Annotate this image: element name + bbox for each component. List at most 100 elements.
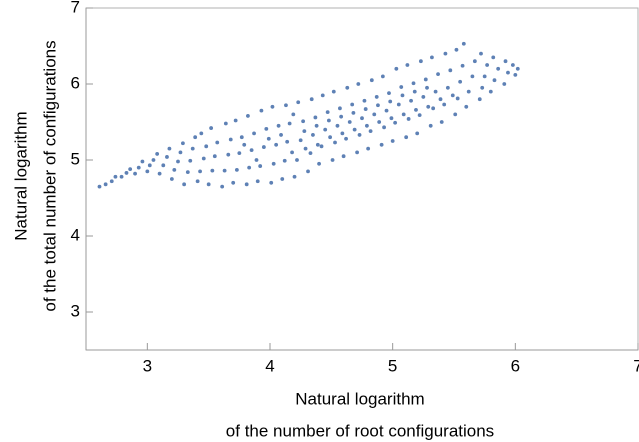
- point: [502, 82, 507, 86]
- point: [276, 123, 281, 128]
- point: [242, 142, 247, 147]
- point: [338, 106, 342, 111]
- point: [301, 119, 306, 124]
- point: [157, 171, 162, 176]
- point: [266, 136, 271, 141]
- point: [320, 93, 325, 98]
- point: [172, 167, 177, 172]
- point: [472, 59, 477, 64]
- point: [296, 100, 301, 105]
- point: [418, 59, 423, 64]
- point: [374, 95, 379, 99]
- point: [264, 126, 269, 131]
- point: [109, 179, 114, 184]
- point: [161, 163, 166, 168]
- point: [400, 93, 405, 98]
- point: [372, 112, 377, 117]
- point: [133, 171, 137, 176]
- point: [212, 154, 217, 159]
- point: [406, 117, 411, 121]
- point: [185, 170, 190, 175]
- point: [190, 146, 195, 151]
- point: [287, 121, 292, 126]
- point: [328, 135, 333, 140]
- point: [454, 47, 459, 52]
- point: [426, 104, 431, 109]
- point: [421, 95, 426, 99]
- point: [226, 152, 231, 157]
- point: [274, 142, 279, 147]
- point: [167, 146, 172, 151]
- point: [244, 182, 249, 187]
- point: [239, 135, 244, 140]
- point: [453, 112, 458, 117]
- point: [306, 169, 310, 174]
- point: [436, 72, 440, 77]
- point: [113, 174, 118, 179]
- point: [215, 140, 220, 145]
- point: [178, 150, 183, 155]
- point: [234, 167, 239, 172]
- point: [308, 151, 313, 156]
- y-tick-label: 3: [71, 301, 80, 320]
- point: [302, 129, 307, 134]
- point: [448, 68, 453, 73]
- point: [223, 121, 228, 126]
- point: [285, 139, 290, 144]
- point: [155, 152, 160, 156]
- point: [404, 135, 409, 140]
- point: [350, 102, 355, 107]
- point: [291, 112, 296, 117]
- point: [438, 97, 443, 102]
- point: [210, 168, 215, 173]
- point: [470, 74, 475, 79]
- y-axis-label: Natural logarithm: [11, 111, 30, 240]
- point: [165, 155, 169, 159]
- point: [423, 77, 428, 82]
- point: [417, 113, 422, 118]
- point: [176, 159, 180, 164]
- point: [254, 158, 259, 162]
- point: [415, 131, 420, 136]
- point: [409, 98, 413, 103]
- point: [430, 55, 434, 60]
- point: [345, 85, 350, 90]
- point: [445, 85, 450, 90]
- point: [249, 148, 254, 153]
- point: [431, 106, 436, 111]
- point: [460, 63, 465, 68]
- point: [388, 99, 393, 104]
- point: [326, 118, 331, 123]
- point: [147, 163, 152, 168]
- point: [333, 140, 337, 145]
- point: [464, 104, 469, 109]
- point: [193, 135, 198, 140]
- point: [357, 133, 362, 137]
- point: [379, 142, 384, 147]
- point: [506, 70, 510, 75]
- point: [255, 179, 260, 184]
- point: [368, 129, 373, 134]
- point: [393, 120, 398, 125]
- point: [204, 144, 209, 149]
- point: [389, 116, 394, 121]
- point: [270, 104, 275, 109]
- point: [323, 127, 328, 132]
- point: [233, 118, 238, 123]
- point: [188, 158, 193, 163]
- point: [433, 89, 438, 94]
- point: [510, 63, 515, 67]
- point: [425, 85, 429, 90]
- point: [461, 41, 466, 46]
- point: [228, 137, 233, 142]
- point: [282, 158, 287, 163]
- point: [362, 98, 367, 103]
- point: [198, 169, 202, 174]
- x-axis-label: of the number of root configurations: [226, 421, 494, 440]
- point: [488, 89, 493, 94]
- point: [439, 120, 444, 124]
- point: [442, 102, 447, 107]
- point: [119, 174, 124, 179]
- point: [479, 51, 483, 56]
- point: [319, 144, 324, 149]
